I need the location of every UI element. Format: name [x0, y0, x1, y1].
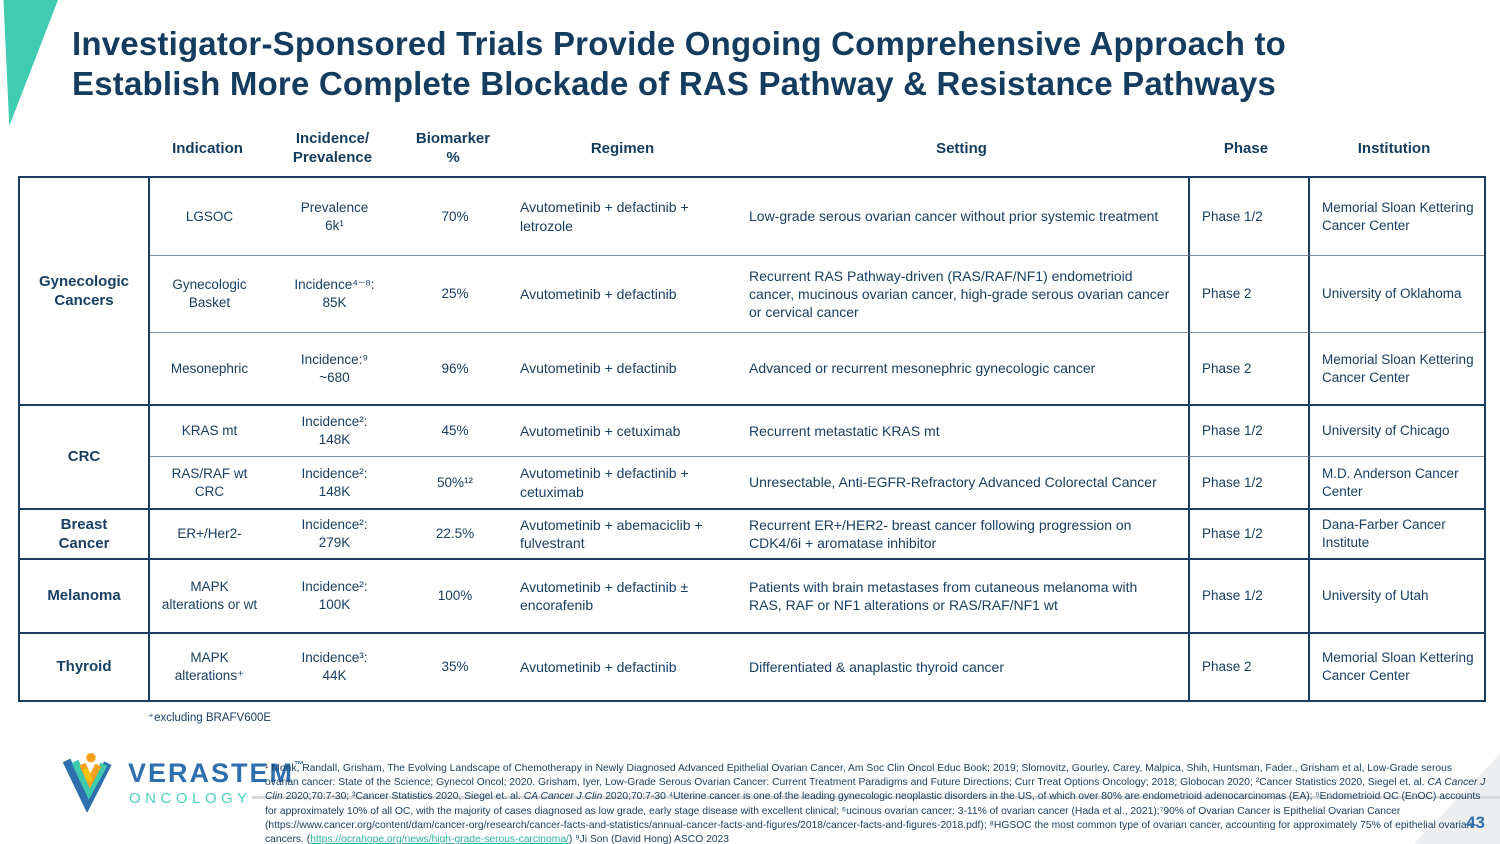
- page-title: Investigator-Sponsored Trials Provide On…: [72, 25, 1286, 103]
- header-indication: Indication: [172, 139, 243, 157]
- group-cell-thyroid: Thyroid: [20, 632, 150, 700]
- phase-cell: Phase 1/2: [1188, 178, 1308, 255]
- incidence-cell: Incidence³: 44K: [269, 632, 400, 700]
- indication-cell: LGSOC: [185, 208, 234, 224]
- header-institution: Institution: [1357, 139, 1431, 157]
- indication-cell: RAS/RAF wt CRC: [150, 456, 269, 508]
- indication-cell: Mesonephric: [150, 332, 269, 404]
- institution-cell: Memorial Sloan Kettering Cancer Center: [1308, 332, 1484, 404]
- incidence-cell: Incidence²: 148K: [269, 456, 400, 508]
- biomarker-cell: 25%: [400, 255, 510, 332]
- group-cell-gynecologic: Gynecologic Cancers: [20, 178, 150, 404]
- phase-cell: Phase 2: [1188, 332, 1308, 404]
- group-cell-melanoma: Melanoma: [20, 558, 150, 632]
- phase-cell: Phase 2: [1188, 632, 1308, 700]
- phase-cell: Phase 1/2: [1188, 508, 1308, 558]
- biomarker-cell: 100%: [400, 558, 510, 632]
- references-segment: ) ⁹Ji Son (David Hong) ASCO 2023: [568, 833, 730, 844]
- incidence-cell: Incidence²: 148K: [269, 404, 400, 456]
- indication-cell: MAPK alterations⁺: [150, 632, 269, 700]
- brand-name: VERASTEM™: [128, 758, 307, 788]
- table-footnote: ⁺excluding BRAFV600E: [148, 712, 272, 724]
- incidence-cell: Prevalence 6k¹: [300, 199, 369, 233]
- page-number: 43: [1466, 813, 1485, 832]
- indication-cell: ER+/Her2-: [150, 508, 269, 558]
- regimen-cell: Avutometinib + cetuximab: [510, 404, 739, 456]
- header-regimen: Regimen: [590, 139, 655, 157]
- corner-accent-triangle: [3, 0, 58, 126]
- table-header-row: Indication Incidence/ Prevalence Biomark…: [18, 122, 1482, 176]
- incidence-cell: Incidence²: 100K: [269, 558, 400, 632]
- trials-table: Gynecologic Cancers LGSOC Prevalence 6k¹…: [18, 176, 1486, 702]
- header-incidence-prevalence: Incidence/ Prevalence: [292, 130, 373, 166]
- regimen-cell: Avutometinib + defactinib + letrozole: [520, 199, 689, 234]
- biomarker-cell: 50%¹²: [400, 456, 510, 508]
- phase-cell: Phase 2: [1188, 255, 1308, 332]
- incidence-cell: Incidence:⁹ ~680: [269, 332, 400, 404]
- institution-cell: Dana-Farber Cancer Institute: [1308, 508, 1484, 558]
- biomarker-cell: 96%: [400, 332, 510, 404]
- group-cell-crc: CRC: [20, 404, 150, 508]
- institution-cell: M.D. Anderson Cancer Center: [1308, 456, 1484, 508]
- references-segment: ¹ Monk, Randall, Grisham, The Evolving L…: [265, 763, 1452, 789]
- setting-cell: Differentiated & anaplastic thyroid canc…: [739, 632, 1188, 700]
- phase-cell: Phase 1/2: [1188, 558, 1308, 632]
- verastem-v-icon: [60, 752, 120, 817]
- regimen-cell: Avutometinib + defactinib + cetuximab: [510, 456, 739, 508]
- biomarker-cell: 22.5%: [400, 508, 510, 558]
- trademark-symbol: ™: [294, 760, 307, 771]
- header-biomarker-pct: Biomarker %: [415, 130, 491, 166]
- indication-cell: MAPK alterations or wt: [150, 558, 269, 632]
- indication-cell: Gynecologic Basket: [150, 255, 269, 332]
- setting-cell: Recurrent ER+/HER2- breast cancer follow…: [739, 508, 1188, 558]
- division-name: ONCOLOGY: [129, 790, 252, 807]
- setting-cell: Patients with brain metastases from cuta…: [739, 558, 1188, 632]
- biomarker-cell: 35%: [400, 632, 510, 700]
- references: ¹ Monk, Randall, Grisham, The Evolving L…: [265, 762, 1487, 844]
- references-journal-italic: CA Cancer J Clin: [523, 791, 603, 803]
- phase-cell: Phase 1/2: [1188, 404, 1308, 456]
- header-phase: Phase: [1223, 139, 1269, 157]
- references-segment: 2020;70:7-30 ⁴Uterine cancer is one of t…: [265, 791, 1481, 844]
- incidence-cell: Incidence⁴⁻⁸: 85K: [269, 255, 400, 332]
- institution-cell: University of Utah: [1308, 558, 1484, 632]
- setting-cell: Recurrent metastatic KRAS mt: [739, 404, 1188, 456]
- regimen-cell: Avutometinib + defactinib: [510, 255, 739, 332]
- institution-cell: Memorial Sloan Kettering Cancer Center: [1308, 178, 1484, 255]
- institution-cell: Memorial Sloan Kettering Cancer Center: [1308, 632, 1484, 700]
- institution-cell: University of Chicago: [1308, 404, 1484, 456]
- incidence-cell: Incidence²: 279K: [269, 508, 400, 558]
- regimen-cell: Avutometinib + defactinib: [510, 332, 739, 404]
- regimen-cell: Avutometinib + abemaciclib + fulvestrant: [510, 508, 739, 558]
- verastem-logo: VERASTEM™ ONCOLOGY: [60, 752, 306, 817]
- ocrahope-link[interactable]: https://ocrahope.org/news/high-grade-ser…: [310, 833, 569, 844]
- footer-divider-line: [252, 796, 1500, 799]
- biomarker-cell: 45%: [400, 404, 510, 456]
- group-cell-breast: Breast Cancer: [20, 508, 150, 558]
- biomarker-cell: 70%: [441, 208, 469, 224]
- indication-cell: KRAS mt: [150, 404, 269, 456]
- setting-cell: Unresectable, Anti-EGFR-Refractory Advan…: [739, 456, 1188, 508]
- verastem-wordmark: VERASTEM™ ONCOLOGY: [128, 758, 307, 808]
- setting-cell: Advanced or recurrent mesonephric gyneco…: [739, 332, 1188, 404]
- setting-cell: Low-grade serous ovarian cancer without …: [749, 208, 1159, 225]
- institution-cell: University of Oklahoma: [1308, 255, 1484, 332]
- setting-cell: Recurrent RAS Pathway-driven (RAS/RAF/NF…: [739, 255, 1188, 332]
- regimen-cell: Avutometinib + defactinib: [510, 632, 739, 700]
- references-journal-italic: CA Cancer J Clin: [265, 777, 1486, 803]
- regimen-cell: Avutometinib + defactinib ± encorafenib: [510, 558, 739, 632]
- references-segment: 2020;70:7-30; ³Cancer Statistics 2020, S…: [282, 791, 524, 803]
- header-spacer: [18, 122, 148, 176]
- header-setting: Setting: [936, 139, 987, 157]
- phase-cell: Phase 1/2: [1188, 456, 1308, 508]
